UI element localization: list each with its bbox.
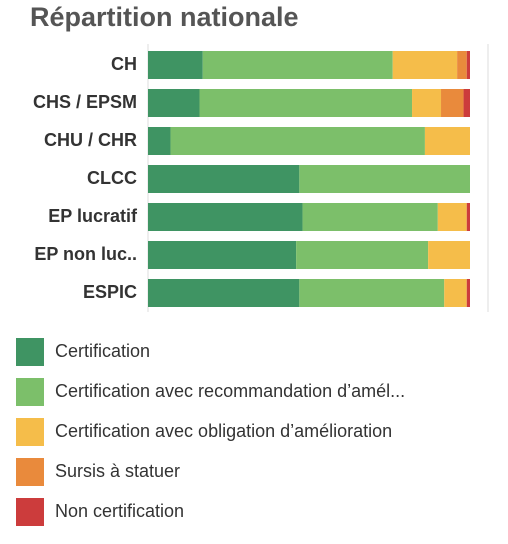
bar-segment (170, 127, 425, 155)
bar-segment (457, 51, 467, 79)
legend-swatch (16, 418, 44, 446)
category-label: CHU / CHR (44, 130, 137, 150)
category-label: CH (111, 54, 137, 74)
bar-segment (392, 51, 458, 79)
bar-segment (148, 89, 200, 117)
legend-label: Non certification (55, 501, 184, 521)
bar-segment (466, 203, 470, 231)
legend-label: Certification (55, 341, 150, 361)
legend-swatch (16, 458, 44, 486)
chart-title: Répartition nationale (30, 2, 299, 32)
legend-swatch (16, 378, 44, 406)
bar-segment (299, 165, 470, 193)
bar-segment (296, 241, 429, 269)
bar-segment (466, 51, 470, 79)
bar-segment (148, 51, 203, 79)
bar-segment (148, 203, 303, 231)
bar-segment (437, 203, 467, 231)
bar-segment (444, 279, 467, 307)
category-label: ESPIC (83, 282, 137, 302)
bar-segment (428, 241, 470, 269)
bar-segment (199, 89, 413, 117)
bar-segment (463, 89, 470, 117)
bar-segment (466, 279, 470, 307)
bar-segment (202, 51, 393, 79)
legend-swatch (16, 338, 44, 366)
legend-swatch (16, 498, 44, 526)
bar-segment (441, 89, 464, 117)
bar-segment (424, 127, 470, 155)
bar-segment (148, 165, 300, 193)
category-label: CHS / EPSM (33, 92, 137, 112)
bar-segment (412, 89, 442, 117)
bar-segment (148, 241, 297, 269)
bar-segment (302, 203, 438, 231)
bar-segment (148, 127, 171, 155)
bar-segment (299, 279, 445, 307)
legend-label: Certification avec obligation d’améliora… (55, 421, 392, 441)
category-label: EP lucratif (48, 206, 138, 226)
legend-label: Certification avec recommandation d’amél… (55, 381, 405, 401)
legend-label: Sursis à statuer (55, 461, 180, 481)
category-label: CLCC (87, 168, 137, 188)
bar-segment (148, 279, 300, 307)
category-label: EP non luc.. (34, 244, 137, 264)
